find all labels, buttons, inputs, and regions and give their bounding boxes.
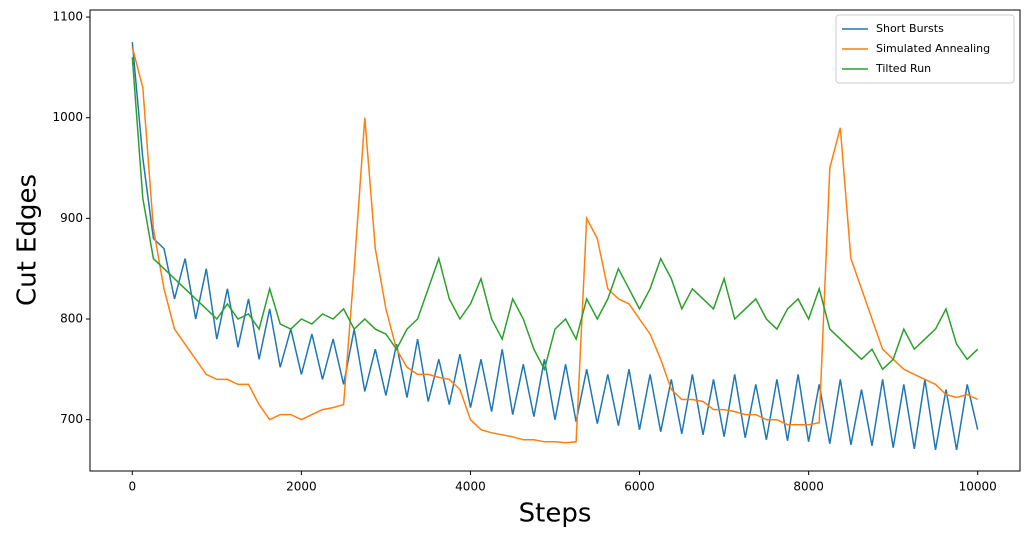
legend-box <box>835 14 1015 84</box>
legend-label: Tilted Run <box>875 62 931 75</box>
y-tick-label: 1100 <box>52 10 83 24</box>
series-line <box>131 57 979 372</box>
y-tick-label: 1000 <box>52 110 83 124</box>
plot-frame <box>89 9 1021 472</box>
x-tick-label: 4000 <box>455 480 486 494</box>
x-tick-label: 2000 <box>286 480 317 494</box>
legend-label: Short Bursts <box>876 22 944 35</box>
y-tick-label: 700 <box>60 412 83 426</box>
x-tick-label: 10000 <box>959 480 997 494</box>
x-tick-label: 0 <box>128 480 136 494</box>
y-tick-label: 900 <box>60 211 83 225</box>
legend-label: Simulated Annealing <box>876 42 990 55</box>
x-tick-label: 8000 <box>793 480 824 494</box>
series-line <box>131 42 979 451</box>
series-line <box>131 47 979 444</box>
x-tick-label: 6000 <box>624 480 655 494</box>
x-axis-label: Steps <box>519 499 592 529</box>
y-axis-label: Cut Edges <box>13 174 43 306</box>
y-tick-label: 800 <box>60 312 83 326</box>
